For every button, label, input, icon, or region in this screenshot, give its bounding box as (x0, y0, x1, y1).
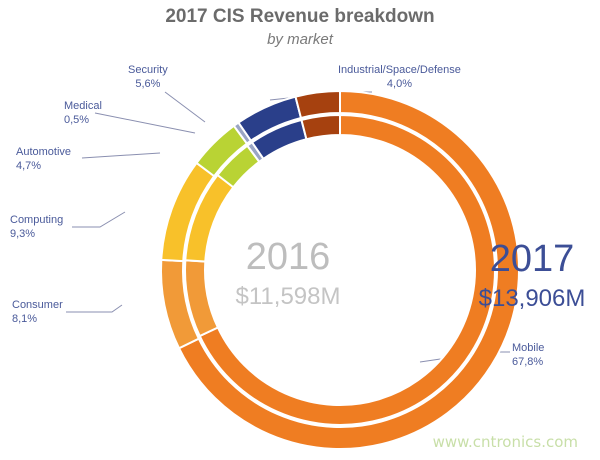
inner-year-label: 2016 (245, 236, 331, 278)
label-automotive: Automotive 4,7% (16, 145, 71, 173)
medical-name: Medical (64, 100, 102, 112)
security-value: 5,6% (135, 78, 161, 90)
automotive-value: 4,7% (16, 160, 42, 172)
leader-line-consumer (66, 304, 123, 313)
consumer-name: Consumer (12, 299, 63, 311)
label-medical: Medical 0,5% (64, 99, 102, 127)
outer-slice-industrial-space-defense (294, 89, 341, 120)
computing-value: 9,3% (10, 228, 36, 240)
label-security: Security 5,6% (128, 63, 168, 91)
outer-year-label: 2017 (489, 238, 575, 280)
label-consumer: Consumer 8,1% (12, 298, 63, 326)
outer-ring-2017 (160, 89, 520, 450)
chart-subtitle: by market (267, 31, 333, 48)
security-name: Security (128, 64, 168, 76)
label-mobile: Mobile 67,8% (512, 341, 544, 369)
industrial-name: Industrial/Space/Defense (338, 64, 461, 76)
leader-line-medical (94, 112, 196, 134)
chart-title: 2017 CIS Revenue breakdown (165, 6, 435, 27)
label-industrial: Industrial/Space/Defense 4,0% (338, 63, 461, 91)
mobile-value: 67,8% (512, 356, 544, 368)
medical-value: 0,5% (64, 114, 90, 126)
mobile-name: Mobile (512, 342, 545, 354)
inner-total-label: $11,598M (235, 283, 341, 310)
computing-name: Computing (10, 214, 64, 226)
consumer-value: 8,1% (12, 313, 38, 325)
inner-slice-industrial-space-defense (300, 113, 341, 141)
leader-line-security (164, 91, 206, 123)
leader-line-computing (72, 211, 126, 228)
outer-total-label: $13,906M (478, 285, 586, 312)
leader-line-automotive (81, 152, 161, 159)
industrial-value: 4,0% (386, 78, 412, 90)
watermark: www.cntronics.com (432, 433, 578, 451)
label-computing: Computing 9,3% (10, 213, 63, 241)
automotive-name: Automotive (16, 146, 72, 158)
inner-ring-2016 (184, 113, 496, 426)
